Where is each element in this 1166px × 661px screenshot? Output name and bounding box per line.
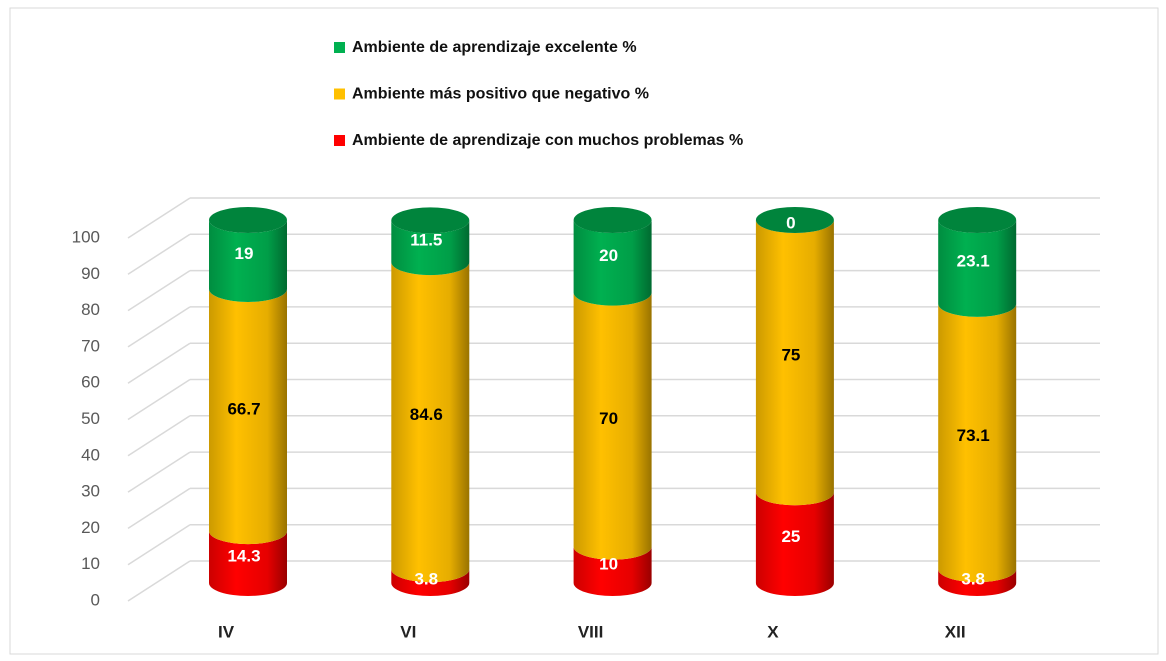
cylinder-segment xyxy=(209,288,287,545)
cylinder-segment xyxy=(755,492,834,597)
legend-swatch xyxy=(334,42,345,53)
cylinder-segment xyxy=(573,546,652,596)
cylinder-segment xyxy=(391,569,470,597)
y-tick-label: 70 xyxy=(81,336,100,355)
value-label: 84.6 xyxy=(410,405,443,424)
y-tick-label: 10 xyxy=(81,554,100,573)
legend-label: Ambiente de aprendizaje con muchos probl… xyxy=(352,132,743,149)
cylinder-segment xyxy=(938,220,1017,317)
cylinder-segment xyxy=(209,220,287,302)
grid-line-side xyxy=(127,269,191,312)
grid-line-side xyxy=(127,415,191,457)
cylinder-segment xyxy=(755,220,834,506)
value-label: 70 xyxy=(599,409,618,428)
value-label: 66.7 xyxy=(227,400,260,419)
grid-line-side xyxy=(127,451,191,493)
y-tick-label: 0 xyxy=(91,590,100,609)
cylinder-segment xyxy=(573,220,652,306)
value-label: 73.1 xyxy=(957,426,990,445)
grid-line-side xyxy=(127,342,191,384)
legend-swatch xyxy=(334,88,345,100)
grid-line-side xyxy=(127,487,191,530)
value-label: 11.5 xyxy=(410,231,442,250)
x-tick-label: XII xyxy=(945,622,966,641)
value-label: 19 xyxy=(235,244,254,263)
legend-label: Ambiente de aprendizaje excelente % xyxy=(352,39,637,56)
value-label: 25 xyxy=(781,527,800,546)
cylinder-top xyxy=(755,207,834,233)
x-tick-label: IV xyxy=(218,622,235,641)
y-tick-label: 20 xyxy=(81,518,100,537)
y-tick-label: 100 xyxy=(72,227,100,246)
cylinder-segment xyxy=(573,292,652,560)
value-label: 3.8 xyxy=(961,570,985,589)
cylinder-segment xyxy=(938,569,1017,597)
y-tick-label: 40 xyxy=(81,445,100,464)
value-label: 14.3 xyxy=(227,547,260,566)
grid-line-side xyxy=(127,197,191,239)
y-tick-label: 90 xyxy=(81,264,100,283)
grid-line-side xyxy=(127,524,191,566)
value-label: 20 xyxy=(599,246,618,265)
cylinder-top xyxy=(938,207,1017,233)
grid-line-side xyxy=(127,560,191,602)
y-tick-label: 80 xyxy=(81,300,100,319)
x-tick-label: X xyxy=(767,622,779,641)
legend-label: Ambiente más positivo que negativo % xyxy=(352,86,649,103)
legend-swatch xyxy=(334,135,345,146)
value-label: 23.1 xyxy=(957,251,990,270)
value-label: 0 xyxy=(786,213,795,232)
value-label: 10 xyxy=(599,554,618,573)
cylinder-segment xyxy=(391,262,470,583)
y-tick-label: 60 xyxy=(81,373,100,392)
value-label: 75 xyxy=(781,346,800,365)
x-tick-label: VI xyxy=(400,622,416,641)
cylinder-segment xyxy=(938,303,1017,583)
cylinder-top xyxy=(573,207,652,233)
x-tick-label: VIII xyxy=(578,622,604,641)
grid-line-side xyxy=(127,378,191,421)
grid-line-side xyxy=(127,306,191,348)
cylinder-segment xyxy=(209,531,287,596)
grid-line-side xyxy=(127,233,191,275)
y-tick-label: 30 xyxy=(81,482,100,501)
value-label: 3.8 xyxy=(414,570,438,589)
cylinder-top xyxy=(209,207,287,233)
cylinder-top xyxy=(391,207,470,234)
y-tick-label: 50 xyxy=(81,409,100,428)
cylinder-segment xyxy=(391,220,470,276)
